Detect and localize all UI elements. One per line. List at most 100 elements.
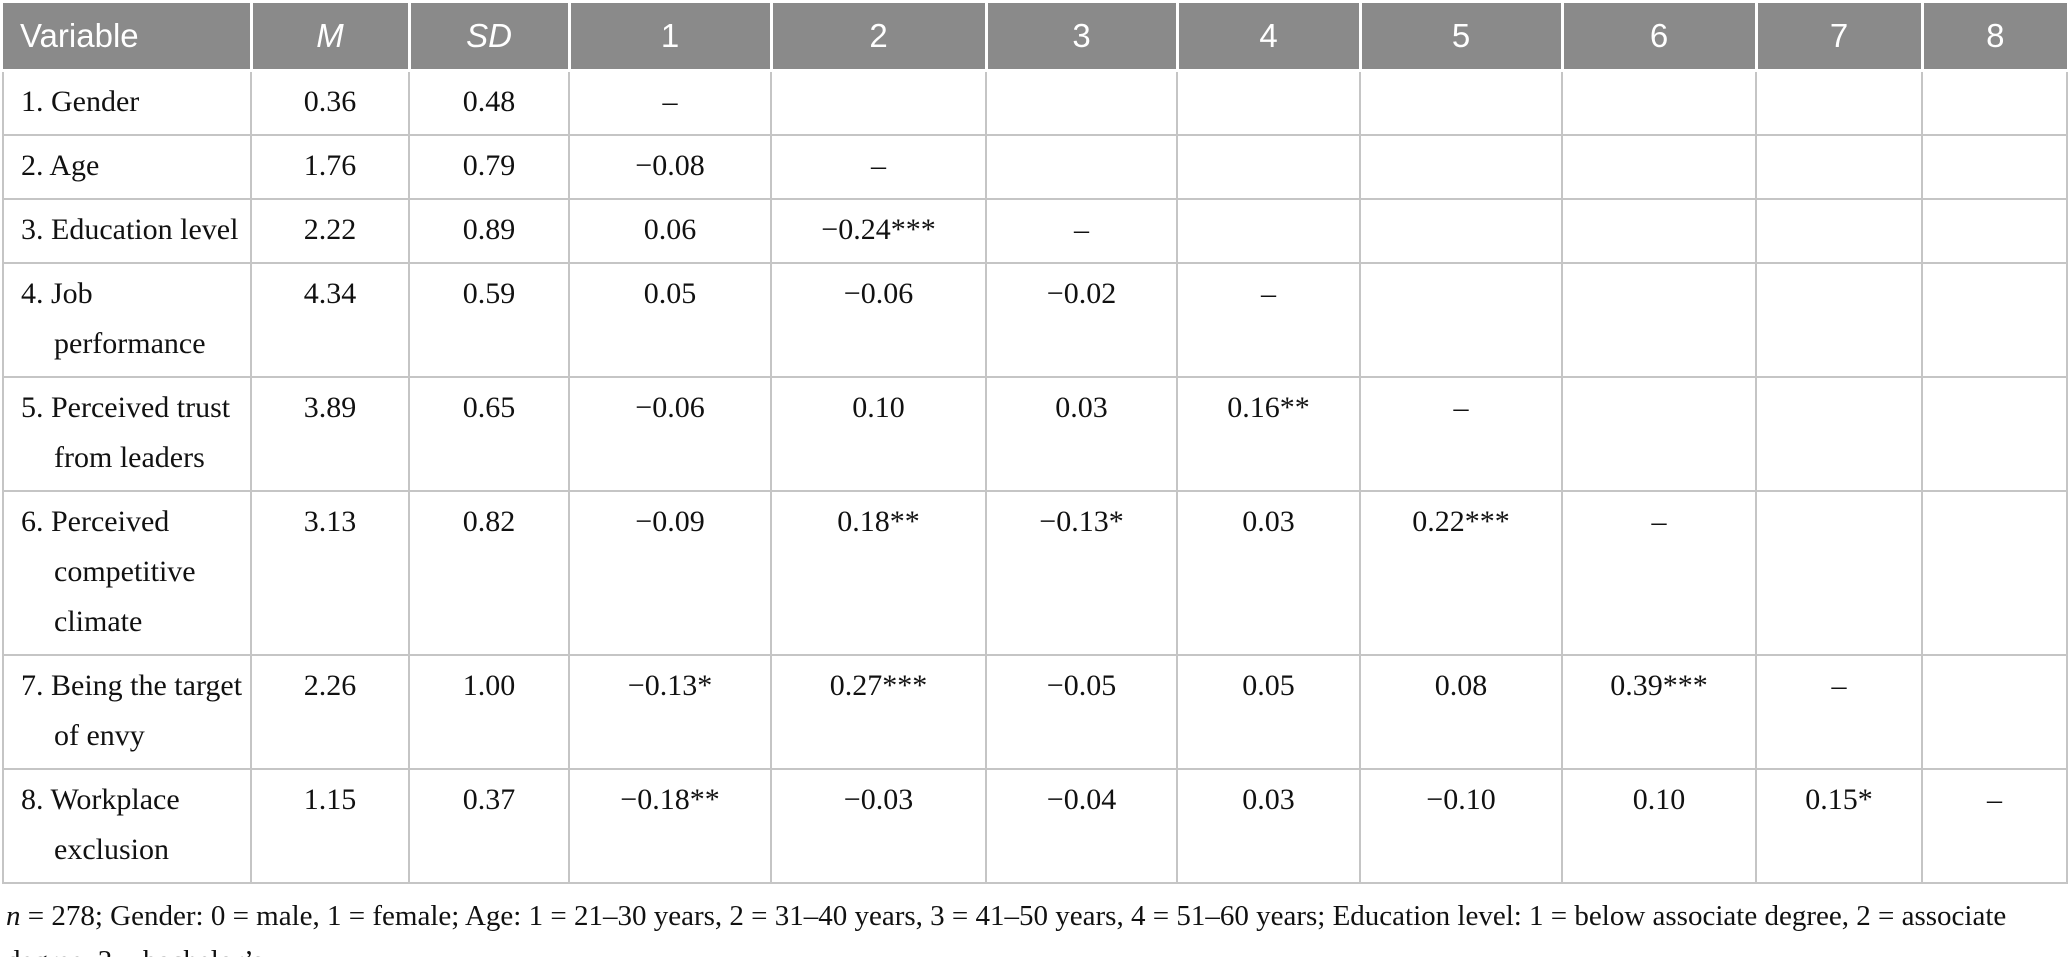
correlation-cell: −0.06 — [568, 376, 772, 492]
correlation-cell — [1561, 134, 1757, 200]
correlation-cell: 0.10 — [770, 376, 987, 492]
sd-cell: 0.79 — [408, 134, 570, 200]
col-header-sd: SD — [407, 3, 569, 72]
table-row: 5. Perceived trust from leaders 3.89 0.65−… — [2, 376, 2068, 492]
table-row: 6. Perceived competitive climate 3.13 0.82… — [2, 490, 2068, 656]
correlation-cell — [1921, 262, 2068, 378]
correlation-cell: 0.15* — [1755, 768, 1923, 884]
mean-cell: 0.36 — [250, 69, 410, 136]
correlation-cell: 0.16** — [1176, 376, 1361, 492]
correlation-cell — [1755, 69, 1923, 136]
correlation-cell: 0.05 — [1176, 654, 1361, 770]
col-header-4: 4 — [1175, 3, 1360, 72]
correlation-cell — [1359, 134, 1563, 200]
footnote-text: = 278; Gender: 0 = male, 1 = female; Age… — [6, 900, 2007, 957]
correlation-cell — [1921, 376, 2068, 492]
col-header-2: 2 — [769, 3, 986, 72]
correlation-cell: – — [568, 69, 772, 136]
col-header-7: 7 — [1754, 3, 1922, 72]
correlation-cell: 0.03 — [1176, 768, 1361, 884]
correlation-cell: 0.08 — [1359, 654, 1563, 770]
correlation-cell — [1755, 198, 1923, 264]
correlation-cell — [1561, 198, 1757, 264]
correlation-cell — [985, 69, 1178, 136]
mean-cell: 1.76 — [250, 134, 410, 200]
col-header-m: M — [249, 3, 409, 72]
correlation-cell — [1755, 262, 1923, 378]
variable-cell: 3. Education level — [2, 198, 252, 264]
col-header-8: 8 — [1920, 3, 2067, 72]
col-header-6: 6 — [1560, 3, 1756, 72]
correlation-cell: −0.13* — [568, 654, 772, 770]
correlation-cell — [1921, 198, 2068, 264]
sd-cell: 0.89 — [408, 198, 570, 264]
correlation-cell: – — [1755, 654, 1923, 770]
sd-cell: 0.37 — [408, 768, 570, 884]
correlation-cell — [1176, 134, 1361, 200]
correlation-cell — [1359, 262, 1563, 378]
table-header: Variable M SD 1 2 3 4 5 6 7 8 — [3, 3, 2067, 72]
footnote-italic-term: n — [6, 900, 21, 932]
correlation-cell — [770, 69, 987, 136]
variable-cell: 6. Perceived competitive climate — [2, 490, 252, 656]
correlation-cell: −0.02 — [985, 262, 1178, 378]
variable-cell: 1. Gender — [2, 69, 252, 136]
variable-cell: 2. Age — [2, 134, 252, 200]
correlation-cell — [1921, 654, 2068, 770]
correlation-cell — [1561, 262, 1757, 378]
correlation-cell: – — [1921, 768, 2068, 884]
correlation-cell — [1561, 376, 1757, 492]
table-row: 1. Gender 0.36 0.48– — [2, 69, 2068, 136]
correlation-cell: −0.08 — [568, 134, 772, 200]
correlation-cell — [985, 134, 1178, 200]
correlation-cell: −0.09 — [568, 490, 772, 656]
table-row: 8. Workplace exclusion 1.15 0.37 −0.18** −0.… — [2, 768, 2068, 884]
correlation-cell: 0.10 — [1561, 768, 1757, 884]
variable-cell: 7. Being the target of envy — [2, 654, 252, 770]
correlation-cell: −0.04 — [985, 768, 1178, 884]
correlation-cell: 0.05 — [568, 262, 772, 378]
mean-cell: 3.89 — [250, 376, 410, 492]
correlation-cell: −0.24*** — [770, 198, 987, 264]
correlation-cell: −0.06 — [770, 262, 987, 378]
mean-cell: 1.15 — [250, 768, 410, 884]
correlation-cell — [1755, 134, 1923, 200]
sd-cell: 0.65 — [408, 376, 570, 492]
correlation-cell: – — [1359, 376, 1563, 492]
correlation-cell — [1176, 198, 1361, 264]
sd-cell: 0.48 — [408, 69, 570, 136]
mean-cell: 2.22 — [250, 198, 410, 264]
correlation-cell — [1921, 134, 2068, 200]
correlation-cell: 0.18** — [770, 490, 987, 656]
correlation-cell: −0.03 — [770, 768, 987, 884]
correlation-cell: 0.39*** — [1561, 654, 1757, 770]
correlation-cell: 0.22*** — [1359, 490, 1563, 656]
correlation-cell: 0.03 — [1176, 490, 1361, 656]
table-row: 2. Age 1.76 0.79 −0.08– — [2, 134, 2068, 200]
variable-cell: 5. Perceived trust from leaders — [2, 376, 252, 492]
correlation-cell — [1921, 490, 2068, 656]
mean-cell: 3.13 — [250, 490, 410, 656]
variable-cell: 8. Workplace exclusion — [2, 768, 252, 884]
table-row: 7. Being the target of envy 2.26 1.00 −0.13… — [2, 654, 2068, 770]
correlation-cell — [1176, 69, 1361, 136]
variable-cell: 4. Job performance — [2, 262, 252, 378]
correlation-cell: 0.06 — [568, 198, 772, 264]
sd-cell: 1.00 — [408, 654, 570, 770]
table-body: 1. Gender 0.36 0.48–2. Age 1.76 0.79 −0.08–3.… — [2, 69, 2068, 884]
correlation-cell: – — [1176, 262, 1361, 378]
correlation-cell — [1359, 69, 1563, 136]
correlation-cell — [1561, 69, 1757, 136]
mean-cell: 2.26 — [250, 654, 410, 770]
col-header-variable: Variable — [3, 3, 251, 72]
sd-cell: 0.82 — [408, 490, 570, 656]
correlation-cell: −0.10 — [1359, 768, 1563, 884]
correlation-cell: −0.05 — [985, 654, 1178, 770]
correlation-cell — [1921, 69, 2068, 136]
correlation-table: Variable M SD 1 2 3 4 5 6 7 8 1. Gender 0.36 0.48–2.… — [2, 3, 2068, 884]
table-footnote: n = 278; Gender: 0 = male, 1 = female; A… — [6, 894, 2062, 957]
correlation-cell — [1755, 376, 1923, 492]
table-row: 3. Education level 2.22 0.89 0.06 −0.24*** – — [2, 198, 2068, 264]
correlation-cell — [1359, 198, 1563, 264]
